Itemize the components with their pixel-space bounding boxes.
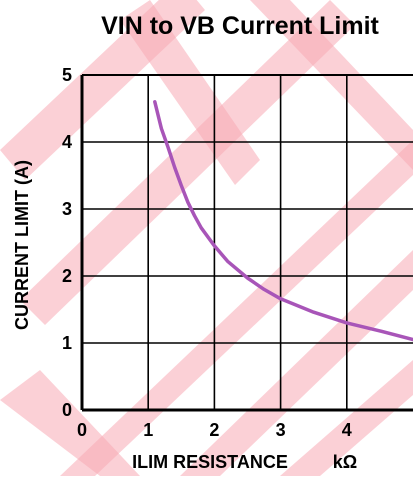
y-tick-label: 0 [62, 400, 72, 420]
watermark-stripe [20, 0, 355, 325]
series-layer [153, 100, 413, 342]
axes [80, 74, 413, 412]
x-axis-unit: kΩ [333, 452, 357, 472]
y-tick-labels: 0 1 2 3 4 5 [62, 65, 72, 420]
x-tick-label: 0 [77, 420, 87, 440]
y-tick-label: 3 [62, 199, 72, 219]
x-tick-label: 4 [342, 420, 352, 440]
y-tick-label: 2 [62, 266, 72, 286]
y-tick-label: 5 [62, 65, 72, 85]
series-line [153, 100, 413, 342]
watermark-stripe [280, 360, 413, 476]
y-tick-label: 4 [62, 132, 72, 152]
x-tick-label: 1 [143, 420, 153, 440]
x-axis-label: ILIM RESISTANCE [132, 452, 288, 472]
x-tick-label: 3 [276, 420, 286, 440]
y-axis-label: CURRENT LIMIT (A) [12, 160, 32, 330]
watermark-stripe [250, 0, 413, 170]
watermark-stripe [120, 0, 260, 185]
watermark-stripe [0, 370, 140, 476]
x-tick-label: 2 [209, 420, 219, 440]
y-tick-label: 1 [62, 333, 72, 353]
x-tick-labels: 0 1 2 3 4 [77, 420, 352, 440]
watermark-stripe [180, 250, 413, 476]
chart-title: VIN to VB Current Limit [101, 12, 379, 40]
